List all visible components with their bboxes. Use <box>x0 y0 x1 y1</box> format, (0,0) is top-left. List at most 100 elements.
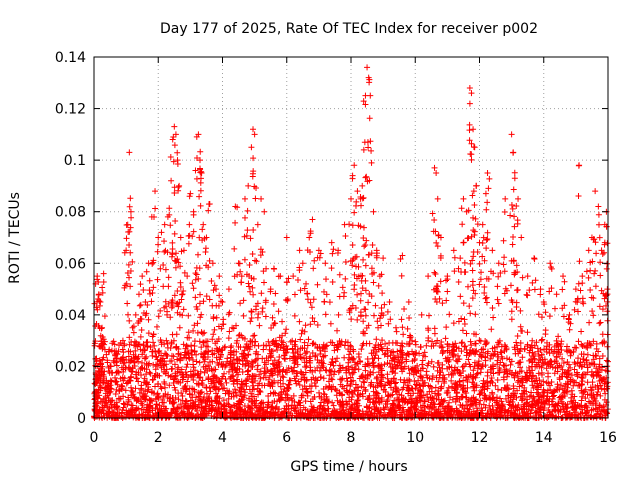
data-point <box>231 386 238 393</box>
data-point <box>593 352 600 359</box>
data-point <box>513 287 520 294</box>
data-point <box>155 393 162 400</box>
data-point <box>310 374 317 381</box>
data-point <box>330 402 337 409</box>
data-point <box>250 332 257 339</box>
data-point <box>484 229 491 236</box>
data-point <box>452 386 459 393</box>
data-point <box>121 375 128 382</box>
data-point <box>378 371 385 378</box>
data-point <box>590 356 597 363</box>
data-point <box>601 295 608 302</box>
data-point <box>136 302 143 309</box>
data-point <box>139 402 146 409</box>
data-point <box>466 84 473 91</box>
data-point <box>469 295 476 302</box>
data-point <box>590 312 597 319</box>
data-point <box>365 251 372 258</box>
data-point <box>443 324 450 331</box>
data-point <box>542 309 549 316</box>
data-point <box>604 240 611 247</box>
data-point <box>345 410 352 417</box>
data-point <box>168 177 175 184</box>
data-point <box>401 363 408 370</box>
data-point <box>119 337 126 344</box>
data-point <box>94 362 101 369</box>
data-point <box>311 257 318 264</box>
data-point <box>191 322 198 329</box>
data-point <box>200 351 207 358</box>
axes: 0 2 4 6 8 10 12 14 1600.020.040.060.080.10.120.1… <box>55 50 617 446</box>
data-point <box>279 318 286 325</box>
data-point <box>320 364 327 371</box>
data-point <box>341 289 348 296</box>
data-point <box>324 405 331 412</box>
data-point <box>196 265 203 272</box>
data-point <box>205 376 212 383</box>
data-point <box>537 286 544 293</box>
data-point <box>374 318 381 325</box>
data-point <box>105 408 112 415</box>
data-point <box>501 254 508 261</box>
data-point <box>203 293 210 300</box>
data-point <box>216 378 223 385</box>
gridlines <box>94 57 608 418</box>
data-point <box>267 288 274 295</box>
data-point <box>582 386 589 393</box>
data-point <box>513 339 520 346</box>
data-point <box>508 358 515 365</box>
data-point <box>500 237 507 244</box>
data-point <box>580 351 587 358</box>
data-point <box>361 379 368 386</box>
y-tick-label: 0.1 <box>64 153 86 169</box>
data-point <box>470 126 477 133</box>
data-point <box>417 373 424 380</box>
data-point <box>226 328 233 335</box>
data-point <box>158 364 165 371</box>
data-point <box>484 170 491 177</box>
data-point <box>363 410 370 417</box>
data-point <box>511 410 518 417</box>
data-point <box>296 318 303 325</box>
data-point <box>170 353 177 360</box>
data-point <box>270 340 277 347</box>
data-point <box>186 232 193 239</box>
data-point <box>576 258 583 265</box>
data-point <box>274 364 281 371</box>
data-point <box>565 361 572 368</box>
data-point <box>198 329 205 336</box>
data-point <box>378 304 385 311</box>
data-point <box>171 123 178 130</box>
data-point <box>548 265 555 272</box>
data-point <box>200 221 207 228</box>
data-point <box>336 337 343 344</box>
data-point <box>244 207 251 214</box>
data-point <box>374 382 381 389</box>
data-point <box>314 321 321 328</box>
data-point <box>407 392 414 399</box>
data-point <box>526 357 533 364</box>
data-point <box>359 195 366 202</box>
data-point <box>408 395 415 402</box>
data-point <box>526 287 533 294</box>
data-point <box>254 351 261 358</box>
data-point <box>546 409 553 416</box>
data-point <box>178 296 185 303</box>
data-point <box>249 284 256 291</box>
data-point <box>603 385 610 392</box>
data-point <box>345 363 352 370</box>
data-point <box>436 367 443 374</box>
data-point <box>197 187 204 194</box>
data-point <box>334 250 341 257</box>
data-point <box>208 378 215 385</box>
data-point <box>206 296 213 303</box>
data-point <box>472 340 479 347</box>
data-point <box>206 257 213 264</box>
data-point <box>153 323 160 330</box>
data-point <box>128 368 135 375</box>
data-point <box>246 283 253 290</box>
data-point <box>416 411 423 418</box>
data-point <box>140 286 147 293</box>
data-point <box>152 396 159 403</box>
data-point <box>277 396 284 403</box>
